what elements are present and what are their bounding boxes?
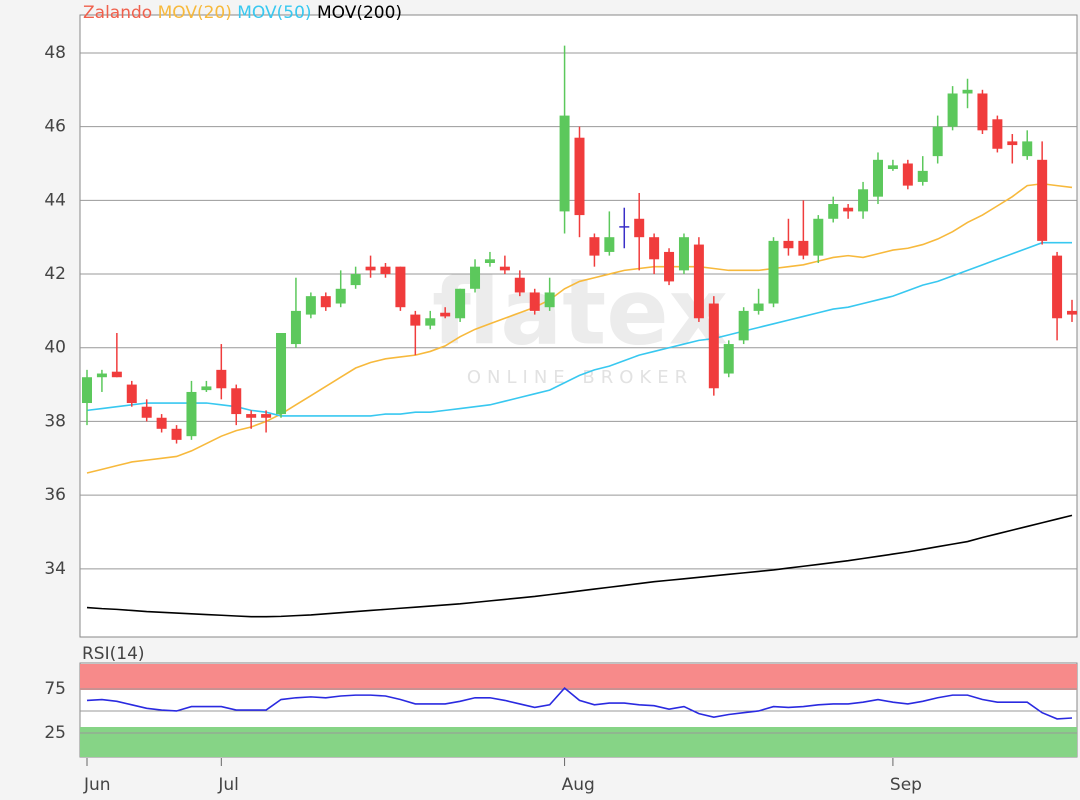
y-tick-label: 40 xyxy=(44,338,66,358)
candle-body xyxy=(634,218,645,238)
overbought-band xyxy=(80,664,1077,690)
candle-body xyxy=(589,237,600,256)
y-tick-label: 46 xyxy=(44,117,66,137)
candle-body xyxy=(768,240,779,304)
watermark-tagline: ONLINE BROKER xyxy=(467,367,693,388)
oversold-band xyxy=(80,727,1077,757)
candle-body xyxy=(156,417,167,429)
candle-body xyxy=(604,237,615,252)
candle-body xyxy=(738,310,749,341)
candle-body xyxy=(902,163,913,186)
candle-body xyxy=(872,159,883,197)
x-tick-label: Aug xyxy=(562,775,595,795)
candle-body xyxy=(111,371,122,378)
candle-body xyxy=(1067,310,1077,315)
candle-body xyxy=(320,296,331,308)
y-tick-label: 44 xyxy=(44,190,66,210)
candle-body xyxy=(440,312,451,317)
candle-body xyxy=(977,93,988,131)
x-tick-label: Jul xyxy=(217,775,239,795)
moving-average xyxy=(86,514,1073,618)
candle-body xyxy=(499,266,510,271)
candle-body xyxy=(231,388,242,415)
candle-body xyxy=(843,207,854,212)
candle-body xyxy=(171,428,182,440)
legend-entry: MOV(20) xyxy=(158,3,232,23)
candle-body xyxy=(290,310,301,345)
candle-body xyxy=(470,266,481,289)
candle-body xyxy=(1007,141,1018,146)
x-tick-label: Sep xyxy=(890,775,922,795)
candle-body xyxy=(962,89,973,94)
candle-body xyxy=(947,93,958,127)
candle-body xyxy=(1037,159,1048,241)
candle-body xyxy=(335,288,346,304)
candle-body xyxy=(425,318,436,326)
candle-body xyxy=(529,292,540,311)
y-tick-label: 42 xyxy=(44,264,66,284)
candle-body xyxy=(932,126,943,157)
candle-body xyxy=(574,137,585,216)
legend-entry: Zalando xyxy=(83,3,152,23)
y-tick-label: 36 xyxy=(44,485,66,505)
candle-body xyxy=(753,303,764,311)
candle-body xyxy=(858,189,869,212)
candle-body xyxy=(1022,141,1033,157)
y-tick-label: 48 xyxy=(44,43,66,63)
candle-body xyxy=(992,119,1003,149)
candle-body xyxy=(813,218,824,256)
legend: Zalando MOV(20) MOV(50) MOV(200) xyxy=(83,3,402,23)
candle-body xyxy=(693,244,704,319)
candle-body xyxy=(395,266,406,308)
candle-body xyxy=(484,259,495,263)
marks: 34 36 38 40 42 44 46 48 25 75 Jun Jul Aug Sep xyxy=(44,43,1077,795)
y-tick-label: 38 xyxy=(44,411,66,431)
candle-body xyxy=(365,266,376,271)
candle-body xyxy=(783,240,794,249)
candle-body xyxy=(798,240,809,256)
candle-body xyxy=(664,251,675,282)
candle-body xyxy=(216,369,227,389)
candle-body xyxy=(126,384,137,404)
candle-body xyxy=(917,170,928,182)
candle-body xyxy=(246,414,257,418)
price-plot xyxy=(79,14,1078,638)
candle-body xyxy=(380,266,391,275)
candle-body xyxy=(96,373,107,378)
candle-body xyxy=(350,274,361,286)
candle-body xyxy=(619,226,630,228)
candle-body xyxy=(544,292,555,308)
rsi-title: RSI(14) xyxy=(82,644,145,664)
candle-body xyxy=(201,386,212,391)
candle-body xyxy=(1052,255,1063,319)
candle-body xyxy=(828,204,839,219)
candle-body xyxy=(276,333,287,415)
candle-body xyxy=(410,314,421,326)
rsi-line xyxy=(86,686,1073,720)
candle-body xyxy=(708,303,719,389)
y-tick-label: 25 xyxy=(44,723,66,743)
x-tick-label: Jun xyxy=(83,775,111,795)
candle-body xyxy=(678,237,689,271)
candle-body xyxy=(82,377,92,404)
candle-body xyxy=(186,391,197,437)
candle-body xyxy=(723,344,734,374)
candle-body xyxy=(887,165,898,170)
candle-body xyxy=(559,115,570,212)
legend-entry: MOV(200) xyxy=(317,3,402,23)
candle-body xyxy=(649,237,660,260)
candle-body xyxy=(261,414,272,418)
candle-body xyxy=(455,288,466,319)
y-tick-label: 75 xyxy=(44,679,66,699)
candle-body xyxy=(141,406,152,418)
candle-body xyxy=(514,277,525,293)
candle-body xyxy=(305,296,316,315)
y-tick-label: 34 xyxy=(44,559,66,579)
legend-entry: MOV(50) xyxy=(237,3,311,23)
